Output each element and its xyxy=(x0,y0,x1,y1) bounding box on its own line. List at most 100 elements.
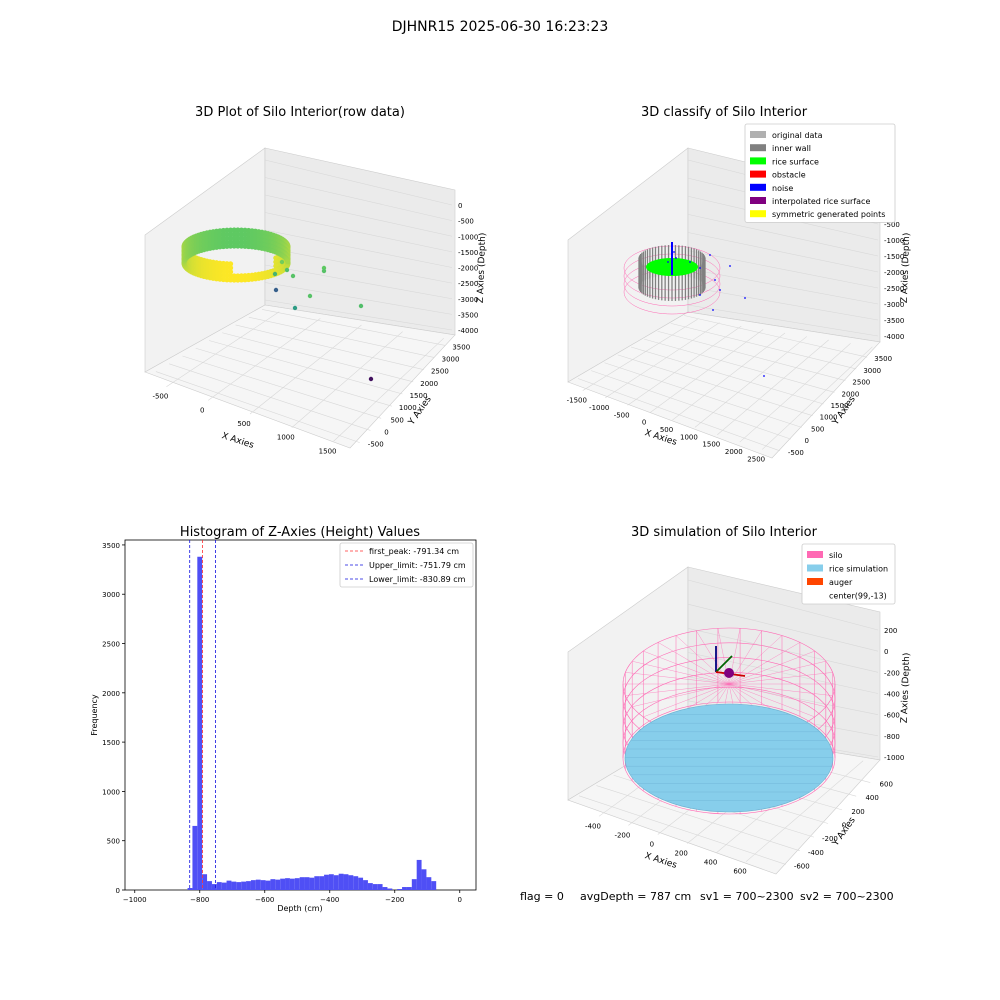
z-grid-line xyxy=(264,247,453,284)
raw-point xyxy=(231,231,237,237)
z-grid-line xyxy=(687,304,879,337)
y-tick-label: 500 xyxy=(811,425,824,433)
raw-point xyxy=(235,231,241,237)
y-grid-line xyxy=(617,354,813,416)
raw-point xyxy=(227,235,234,241)
z-tick-label: -2000 xyxy=(884,269,904,277)
y-grid-line xyxy=(684,315,868,358)
histogram-bar xyxy=(207,881,212,890)
silo-roof-strut xyxy=(728,683,833,696)
x-tick-label: 0 xyxy=(458,896,462,904)
z-tick-label: -600 xyxy=(884,712,900,720)
legend-swatch xyxy=(750,170,766,178)
y-grid-line xyxy=(591,370,791,440)
legend-swatch xyxy=(750,197,766,204)
y-tick-label: 3000 xyxy=(442,356,460,364)
raw-point xyxy=(238,273,245,279)
histogram-bar xyxy=(211,884,217,890)
legend-label: rice surface xyxy=(772,157,819,166)
histogram-bar xyxy=(353,876,359,890)
y-tick-label: 2500 xyxy=(431,368,449,376)
histogram-reference-lines xyxy=(189,540,216,890)
histogram-bar xyxy=(343,874,349,890)
x-tick-label: 1000 xyxy=(680,433,698,441)
y-tick-label: 1000 xyxy=(102,788,120,796)
x-tick-label: −200 xyxy=(385,896,404,904)
y-grid-line xyxy=(155,371,360,443)
z-grid-line xyxy=(264,177,453,221)
x-grid-line xyxy=(761,346,873,450)
silo-roof-strut xyxy=(632,661,730,685)
y-tick-label: -600 xyxy=(794,862,810,870)
z-tick-label: -3500 xyxy=(884,317,904,325)
noise-point xyxy=(719,289,721,291)
y-tick-label: 2500 xyxy=(852,379,870,387)
histogram-bar xyxy=(363,880,368,890)
histogram-y-ticks: 0 500 1000 1500 2000 2500 3000 3500 xyxy=(102,542,125,895)
x-tick-label: 0 xyxy=(200,406,204,414)
raw-point xyxy=(235,227,241,233)
z-tick-label: -500 xyxy=(458,218,474,226)
y-tick-label: 2000 xyxy=(102,690,120,698)
y-grid-line xyxy=(657,330,846,381)
legend-label: Upper_limit: -751.79 cm xyxy=(369,561,466,570)
x-grid-line xyxy=(739,343,851,443)
histogram-bar xyxy=(285,878,290,890)
raw-outlier-point xyxy=(284,267,290,273)
x-grid-line xyxy=(627,325,742,406)
x-tick-label: 200 xyxy=(675,850,688,858)
noise-point xyxy=(712,309,714,311)
z-tick-label: -400 xyxy=(884,691,900,699)
auger-marker xyxy=(715,646,746,678)
x-grid-line xyxy=(166,311,280,387)
raw-point xyxy=(227,243,234,249)
y-grid-line xyxy=(604,362,802,428)
panel-simulation-x-ticks: -400 -200 0 200 400 600 xyxy=(585,822,747,875)
z-grid-line xyxy=(264,229,453,268)
legend-frame xyxy=(801,543,896,605)
y-grid-line xyxy=(182,355,382,419)
x-grid-line xyxy=(605,322,720,399)
raw-point xyxy=(235,243,241,249)
histogram-bar xyxy=(382,887,388,890)
rice-surface xyxy=(624,703,834,813)
x-tick-label: 1500 xyxy=(319,447,337,455)
silo-roof-strut xyxy=(728,672,833,685)
histogram-bar xyxy=(402,887,407,890)
x-tick-label: 400 xyxy=(704,859,717,867)
x-tick-label: −600 xyxy=(255,896,274,904)
noise-point xyxy=(744,297,746,299)
histogram-y-label: Frequency xyxy=(90,694,99,736)
legend-label: interpolated rice surface xyxy=(772,197,870,206)
legend-label: Lower_limit: -830.89 cm xyxy=(369,575,466,584)
silo-roof-strut xyxy=(728,683,815,718)
x-grid-line xyxy=(582,318,698,391)
histogram-bar xyxy=(202,874,208,890)
raw-point xyxy=(231,227,237,233)
histogram-bar xyxy=(226,880,232,890)
z-tick-label: 0 xyxy=(458,202,462,210)
y-tick-label: 500 xyxy=(390,416,403,424)
z-grid-line xyxy=(264,264,453,300)
panel-classify-title: 3D classify of Silo Interior xyxy=(641,105,808,120)
x-tick-label: 2000 xyxy=(725,448,743,456)
y-tick-label: 1500 xyxy=(102,739,120,747)
y-tick-label: 3500 xyxy=(452,343,470,351)
silo-roof-strut xyxy=(625,683,730,696)
legend-label: symmetric generated points xyxy=(772,210,885,219)
silo-roof-strut xyxy=(728,661,826,685)
y-tick-label: 3500 xyxy=(102,542,120,550)
silo-roof-strut xyxy=(632,683,730,707)
noise-point xyxy=(714,279,716,281)
x-grid-line xyxy=(649,329,764,413)
x-grid-line xyxy=(717,339,829,435)
panel-classify-y-label: Y Axies xyxy=(830,394,858,427)
y-tick-label: 2000 xyxy=(420,380,438,388)
histogram-bars xyxy=(187,556,437,890)
x-tick-label: 0 xyxy=(642,419,646,427)
y-grid-line xyxy=(578,795,786,865)
histogram-bar xyxy=(255,879,261,890)
legend-swatch xyxy=(750,183,766,191)
